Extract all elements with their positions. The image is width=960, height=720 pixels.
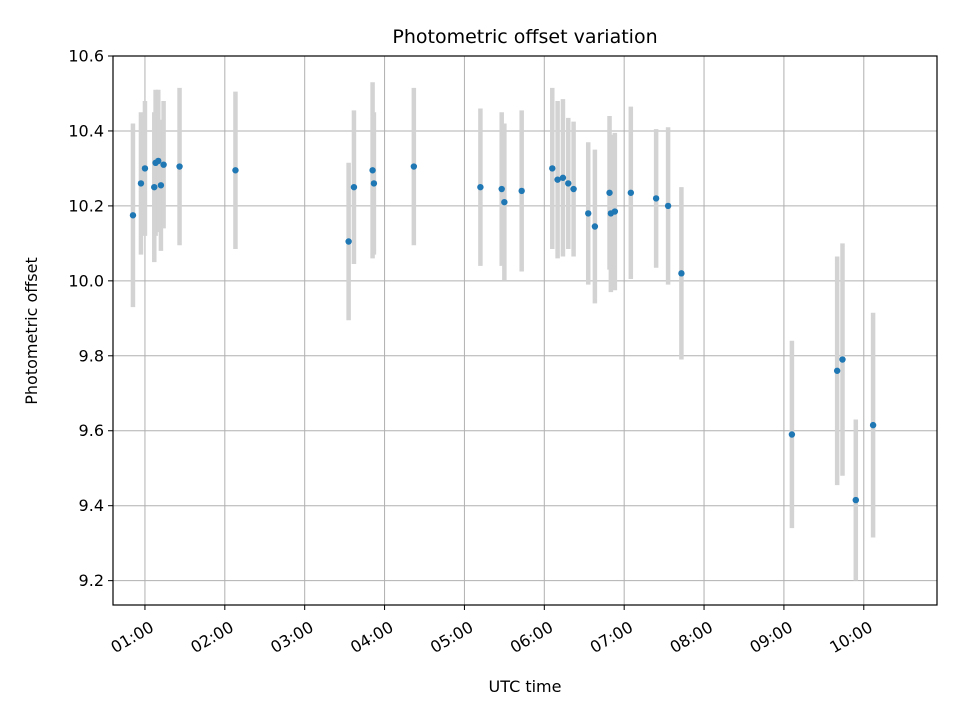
data-point [549,165,556,172]
data-point [591,223,599,230]
data-point [350,183,358,191]
data-point [585,210,592,217]
plot-frame [112,55,938,606]
data-point [160,161,167,168]
chart-title: Photometric offset variation [392,26,657,48]
data-point [518,187,525,195]
data-point [137,180,145,187]
y-tick-label: 10.2 [68,196,104,215]
data-point [176,163,183,170]
data-point [627,189,635,196]
data-point [129,212,137,219]
y-tick-label: 10.4 [68,121,104,140]
data-point [570,185,577,193]
y-tick-label: 10.0 [68,271,104,290]
data-point [554,176,561,183]
data-point [151,183,158,191]
y-axis-label: Photometric offset [22,257,41,405]
data-point [141,165,149,172]
data-point [664,202,672,210]
data-point [157,182,165,189]
y-tick-label: 9.6 [79,421,104,440]
grid [113,55,937,605]
data-point [370,180,378,187]
y-tick-label: 9.4 [79,496,104,515]
data-point [477,183,484,191]
data-point [852,496,859,504]
data-point [155,157,162,165]
data-points [129,157,877,504]
data-point [232,167,239,174]
data-point [833,367,841,374]
data-point [501,198,508,206]
data-point [606,189,613,196]
data-point [611,208,619,215]
y-tick-label: 9.8 [79,346,104,365]
data-point [559,174,567,181]
y-tick-label: 10.6 [68,47,104,66]
data-point [565,180,572,187]
data-point [498,185,505,193]
data-point [839,356,846,363]
data-point [369,167,376,174]
data-point [788,431,796,438]
y-axis-ticks: 9.2 9.4 9.6 9.8 10.0 10.2 10.4 10.6 [68,47,113,590]
x-axis-label: UTC time [489,677,562,696]
y-tick-label: 9.2 [79,571,104,590]
data-point [869,421,877,429]
data-point [678,270,685,277]
data-point [345,238,352,245]
data-point [410,163,418,170]
data-point [652,195,660,202]
